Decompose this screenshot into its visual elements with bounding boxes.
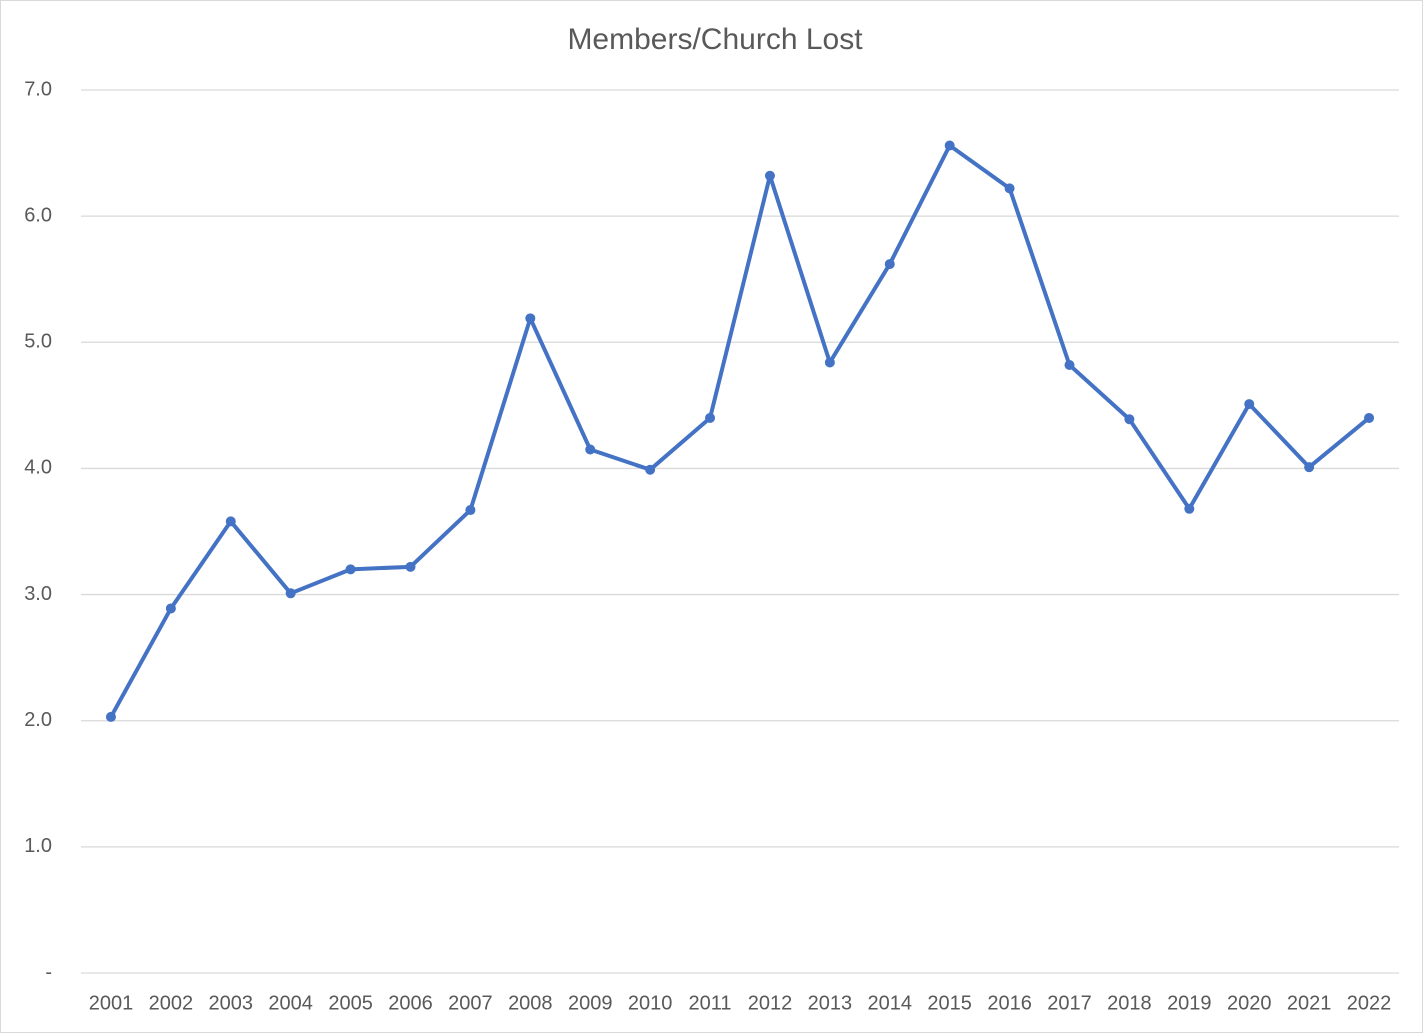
x-tick-label: 2014 (868, 992, 913, 1014)
x-tick-label: 2009 (568, 992, 613, 1014)
x-tick-label: 2021 (1287, 992, 1332, 1014)
data-point (1004, 183, 1015, 194)
data-point (645, 464, 656, 475)
x-tick-label: 2018 (1107, 992, 1152, 1014)
x-tick-label: 2015 (927, 992, 972, 1014)
data-point (585, 444, 596, 455)
x-tick-label: 2006 (388, 992, 433, 1014)
x-tick-label: 2001 (89, 992, 134, 1014)
y-tick-label: 3.0 (24, 583, 52, 605)
data-point (884, 259, 895, 270)
x-tick-label: 2003 (209, 992, 254, 1014)
data-point (1184, 503, 1195, 514)
data-point (285, 588, 296, 599)
data-point (225, 516, 236, 527)
chart-title: Members/Church Lost (567, 23, 863, 56)
data-point (1244, 399, 1255, 410)
y-tick-label: 7.0 (24, 78, 52, 100)
y-tick-label: 2.0 (24, 709, 52, 731)
data-point (1064, 359, 1075, 370)
data-point (944, 140, 955, 151)
x-tick-label: 2020 (1227, 992, 1272, 1014)
y-tick-label: 1.0 (24, 835, 52, 857)
y-tick-label: 6.0 (24, 204, 52, 226)
y-tick-label: 4.0 (24, 457, 52, 479)
x-tick-label: 2011 (689, 992, 732, 1014)
x-tick-label: 2004 (268, 992, 313, 1014)
x-tick-label: 2012 (748, 992, 793, 1014)
y-tick-label: 5.0 (24, 331, 52, 353)
x-tick-label: 2016 (987, 992, 1032, 1014)
x-tick-label: 2019 (1167, 992, 1212, 1014)
data-point (525, 313, 536, 324)
data-point (105, 711, 116, 722)
data-point (165, 603, 176, 614)
x-tick-label: 2013 (808, 992, 853, 1014)
data-point (345, 564, 356, 575)
data-point (465, 505, 476, 516)
data-point (405, 561, 416, 572)
x-tick-label: 2005 (328, 992, 373, 1014)
x-tick-label: 2017 (1047, 992, 1092, 1014)
x-tick-label: 2010 (628, 992, 673, 1014)
data-point (705, 412, 716, 423)
x-tick-label: 2007 (448, 992, 493, 1014)
data-point (1304, 462, 1315, 473)
x-tick-label: 2022 (1347, 992, 1392, 1014)
x-tick-label: 2002 (149, 992, 194, 1014)
y-tick-label: - (45, 961, 52, 983)
series-line (109, 143, 1371, 718)
data-point (764, 170, 775, 181)
data-point (824, 357, 835, 368)
data-point (1364, 412, 1375, 423)
x-tick-label: 2008 (508, 992, 553, 1014)
data-point (1124, 414, 1135, 425)
